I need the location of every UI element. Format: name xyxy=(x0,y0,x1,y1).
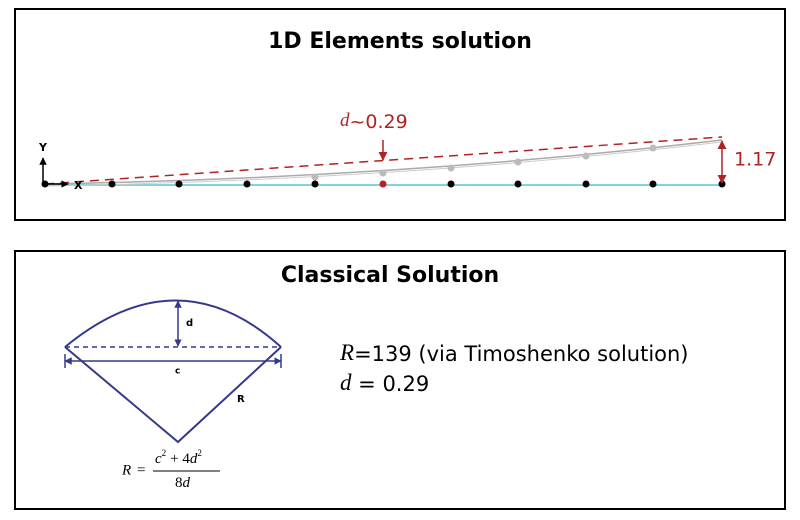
term: + 4 xyxy=(170,451,190,467)
result-line: R=139 (via Timoshenko solution) xyxy=(339,340,689,366)
term: 8 xyxy=(175,475,183,491)
label-d: d xyxy=(186,318,193,329)
panel-classical: Classical Solution d c R R = c2 + 4d2 8d … xyxy=(14,250,786,510)
panel-1d: 1D Elements solution Y X d~0.29 1.17 xyxy=(14,8,786,221)
beam-deflected-edge xyxy=(44,141,723,187)
arc xyxy=(64,299,282,348)
formula-eq: = xyxy=(137,462,145,478)
result-line: d = 0.29 xyxy=(340,370,429,396)
nodes xyxy=(41,180,726,188)
deflection-symbol: d xyxy=(340,110,350,131)
deflected-nodes xyxy=(311,144,657,181)
formula-denominator: 8d xyxy=(175,475,191,491)
deflection-label: d~0.29 xyxy=(340,110,408,132)
tip-label: 1.17 xyxy=(734,149,776,171)
deflection-text: ~0.29 xyxy=(350,111,408,133)
formula-lhs: R xyxy=(121,462,131,478)
panel-border xyxy=(14,8,786,221)
result-text: = 0.29 xyxy=(352,372,430,396)
exponent: 2 xyxy=(197,448,202,458)
formula: R = c2 + 4d2 8d xyxy=(121,448,220,491)
result-symbol: R xyxy=(339,340,354,365)
term: d xyxy=(183,475,191,491)
exponent: 2 xyxy=(162,448,167,458)
panel-title: Classical Solution xyxy=(281,263,499,288)
beam-deflected xyxy=(44,139,723,185)
chord-line xyxy=(44,136,723,185)
formula-numerator: c2 + 4d2 xyxy=(155,448,202,467)
label-c: c xyxy=(175,367,180,377)
radii xyxy=(64,346,282,444)
result-symbol: d xyxy=(340,370,352,395)
axis-y-label: Y xyxy=(38,141,48,154)
result-text: =139 (via Timoshenko solution) xyxy=(354,342,688,366)
axis-x-label: X xyxy=(74,179,83,192)
label-r: R xyxy=(237,394,245,405)
term: d xyxy=(190,451,198,467)
term: c xyxy=(155,451,162,467)
panel-title: 1D Elements solution xyxy=(268,29,532,54)
panel-border xyxy=(14,250,786,510)
